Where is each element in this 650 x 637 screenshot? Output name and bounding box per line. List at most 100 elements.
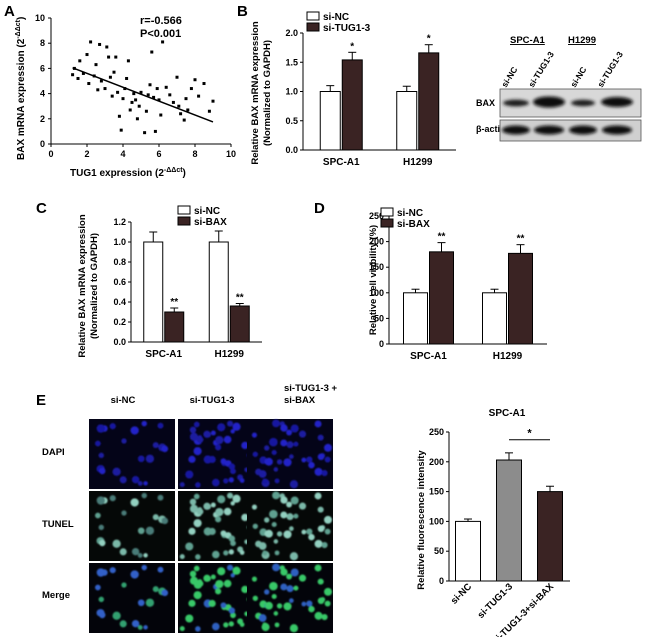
cell-nucleus — [286, 585, 294, 593]
cell-nucleus — [230, 468, 236, 475]
cell-nucleus — [230, 501, 235, 506]
cell-nucleus — [210, 430, 216, 436]
blot-lane-label: si-TUG1-3 — [595, 49, 625, 89]
cell-nucleus — [193, 565, 200, 572]
cell-nucleus — [161, 445, 169, 453]
bar — [429, 251, 454, 345]
cell-nucleus — [96, 496, 106, 505]
scatter-point — [175, 75, 179, 79]
scatter-point — [103, 87, 107, 91]
cell-nucleus — [272, 491, 280, 500]
row-label-merge: Merge — [42, 590, 70, 601]
scatter-point — [81, 71, 85, 75]
cell-nucleus — [226, 420, 234, 427]
cell-nucleus — [99, 467, 106, 475]
cell-nucleus — [290, 424, 299, 433]
cell-nucleus — [131, 620, 140, 628]
cell-nucleus — [157, 566, 164, 573]
cell-nucleus — [269, 509, 278, 519]
x-tick-label: 0 — [48, 149, 53, 159]
y-tick-label: 0 — [40, 139, 45, 149]
x-axis-label: TUG1 expression (2-ΔΔct) — [70, 167, 186, 179]
y-tick-label: 150 — [429, 487, 444, 497]
cell-nucleus — [223, 622, 229, 628]
cell-nucleus — [220, 530, 227, 537]
cell-nucleus — [98, 596, 105, 603]
cell-nucleus — [314, 420, 322, 428]
cell-nucleus — [274, 478, 280, 484]
blot-row-label-actin: β-actin — [476, 124, 506, 134]
cell-nucleus — [220, 458, 227, 465]
cell-nucleus — [131, 476, 140, 484]
cell-nucleus — [317, 506, 324, 513]
cell-nucleus — [289, 598, 294, 603]
cell-nucleus — [274, 622, 280, 628]
legend-label: si-TUG1-3 — [323, 23, 371, 34]
cell-nucleus — [230, 612, 236, 619]
cell-nucleus — [314, 467, 323, 476]
scatter-point — [186, 108, 190, 112]
scatter-point — [202, 82, 206, 86]
cell-nucleus — [223, 550, 229, 556]
scatter-point — [155, 87, 159, 91]
cell-nucleus — [228, 535, 236, 542]
cell-nucleus — [274, 550, 280, 556]
legend-label: si-NC — [397, 208, 423, 219]
legend-swatch — [177, 205, 191, 215]
y-tick-label: 250 — [369, 211, 384, 221]
cell-nucleus — [265, 529, 273, 538]
cell-nucleus — [280, 439, 288, 447]
cell-nucleus — [290, 496, 299, 505]
scatter-point — [193, 78, 197, 82]
bar — [418, 52, 440, 151]
cell-nucleus — [145, 454, 155, 463]
panel-label-e: E — [36, 392, 46, 409]
cell-nucleus — [130, 426, 139, 435]
cell-nucleus — [324, 587, 332, 596]
y-tick-label: 1.0 — [285, 87, 298, 97]
micrograph — [89, 491, 175, 561]
cell-nucleus — [210, 502, 216, 508]
cell-nucleus — [280, 568, 288, 576]
scatter-point — [128, 108, 132, 112]
significance-mark: ** — [236, 293, 244, 304]
cell-nucleus — [258, 470, 267, 478]
cell-nucleus — [283, 530, 292, 539]
y-axis-label: Relative cell viability (%) — [368, 225, 379, 335]
cell-nucleus — [306, 528, 313, 535]
scatter-point — [85, 53, 89, 57]
cell-nucleus — [119, 620, 127, 628]
cell-nucleus — [121, 510, 127, 516]
scatter-point — [135, 117, 139, 121]
cell-nucleus — [195, 482, 201, 488]
scatter-point — [110, 94, 114, 98]
micrograph — [247, 563, 333, 633]
y-tick-label: 0.6 — [113, 277, 126, 287]
scatter-point — [105, 45, 109, 49]
y-tick-label: 0.4 — [113, 297, 126, 307]
cell-nucleus — [272, 419, 280, 428]
significance-mark: ** — [438, 232, 446, 243]
scatter-point — [150, 50, 154, 54]
scatter-point — [130, 100, 134, 104]
cell-nucleus — [298, 574, 307, 582]
blot-band — [569, 125, 597, 135]
scatter-point — [148, 83, 152, 87]
y-axis-label-line1: Relative BAX mRNA expression — [250, 21, 261, 164]
cell-nucleus — [137, 481, 143, 486]
cell-nucleus — [189, 576, 199, 585]
bar-chart-d: 0 50 100 150 200 250 SPC-A1 ** H1299 ** si-NCsi-BA… — [369, 207, 547, 362]
blot-cell-line-spc-a1: SPC-A1 — [510, 35, 546, 46]
cell-nucleus — [208, 599, 216, 608]
cell-nucleus — [276, 459, 283, 465]
cell-nucleus — [273, 539, 279, 544]
scatter-point — [87, 82, 91, 86]
x-tick-label: 4 — [120, 149, 125, 159]
cell-nucleus — [308, 605, 315, 613]
cell-nucleus — [193, 519, 202, 528]
cell-nucleus — [258, 542, 267, 550]
cell-nucleus — [269, 581, 278, 591]
cell-nucleus — [271, 593, 277, 600]
scatter-point — [207, 109, 211, 113]
